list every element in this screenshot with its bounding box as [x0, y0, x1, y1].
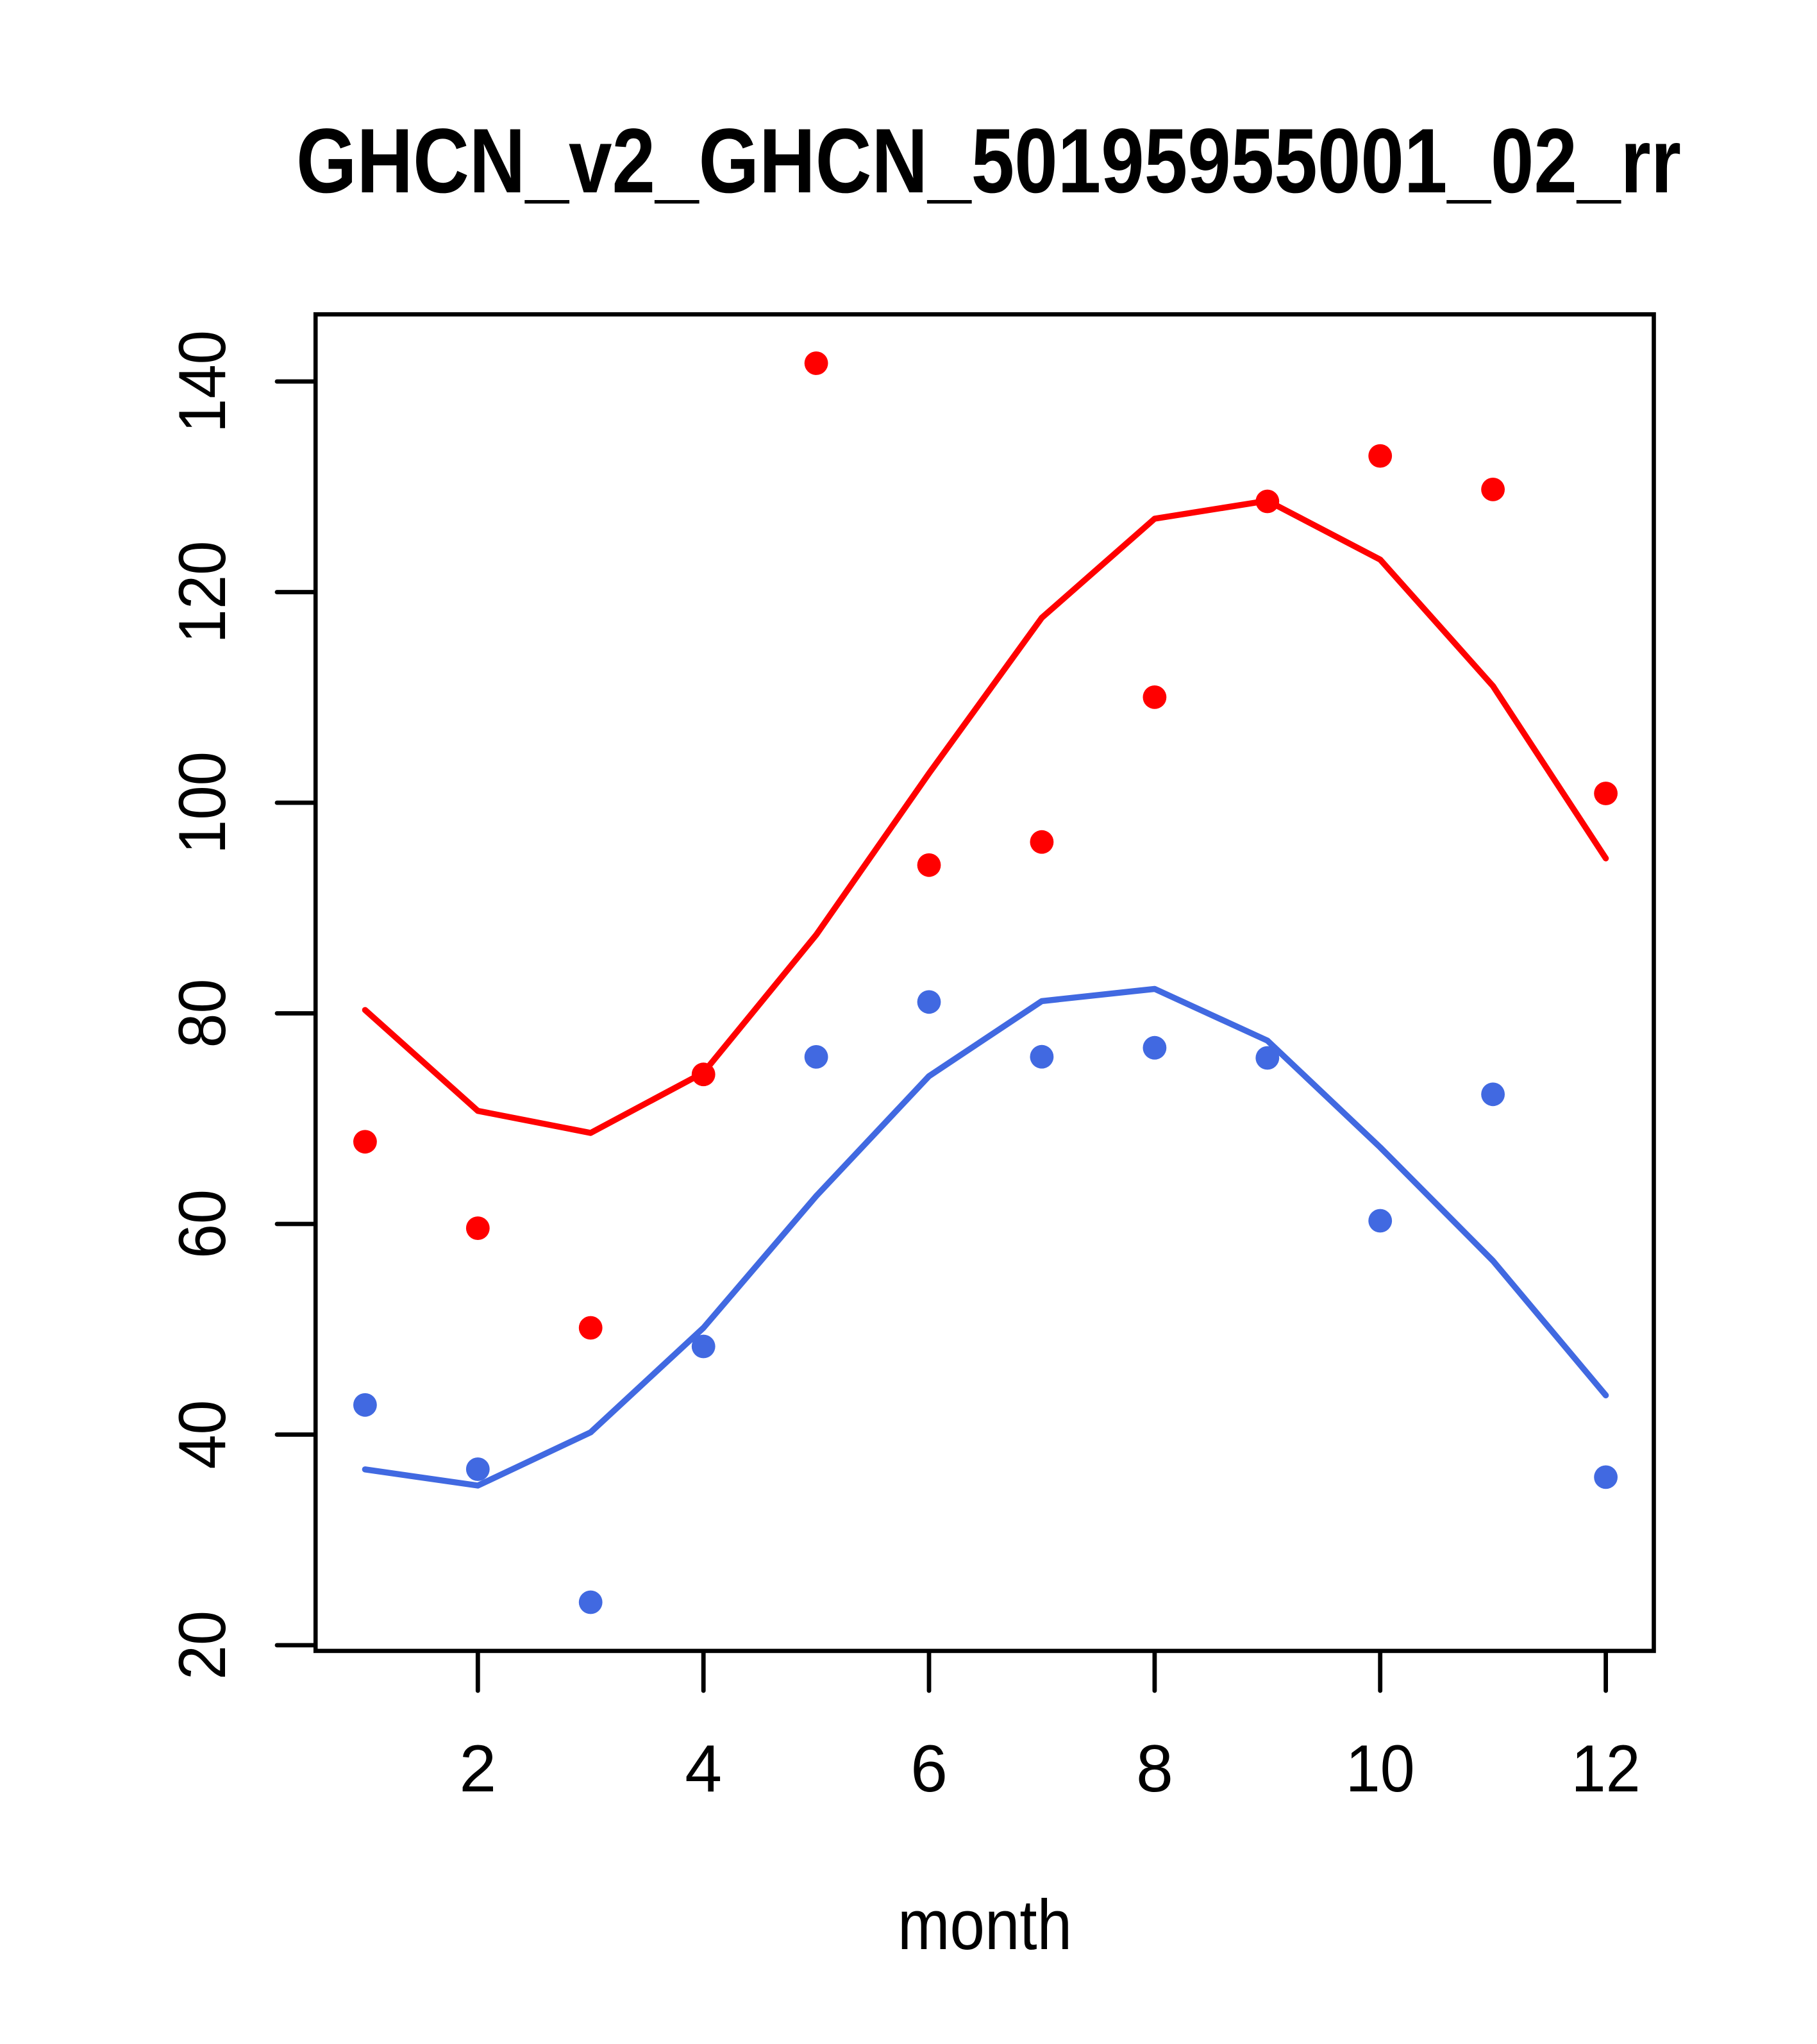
- svg-text:GHCN_v2_GHCN_50195955001_02_rr: GHCN_v2_GHCN_50195955001_02_rr: [296, 110, 1681, 212]
- svg-text:8: 8: [1136, 1732, 1173, 1806]
- svg-text:2: 2: [459, 1732, 496, 1806]
- svg-text:60: 60: [165, 1189, 240, 1259]
- svg-text:120: 120: [165, 541, 240, 644]
- svg-text:140: 140: [165, 330, 240, 433]
- svg-text:40: 40: [165, 1400, 240, 1470]
- svg-text:month: month: [898, 1886, 1072, 1964]
- svg-text:100: 100: [165, 751, 240, 854]
- svg-text:12: 12: [1571, 1732, 1641, 1806]
- svg-text:20: 20: [165, 1611, 240, 1680]
- svg-text:4: 4: [685, 1732, 722, 1806]
- svg-text:10: 10: [1346, 1732, 1415, 1806]
- svg-text:6: 6: [910, 1732, 948, 1806]
- svg-text:80: 80: [165, 979, 240, 1048]
